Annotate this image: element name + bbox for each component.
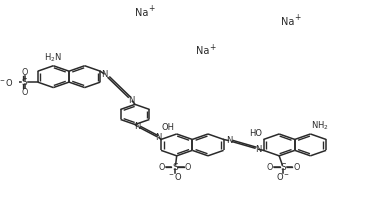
Text: S: S [280, 163, 286, 172]
Text: +: + [149, 4, 155, 13]
Text: +: + [294, 13, 301, 22]
Text: Na: Na [196, 46, 209, 56]
Text: +: + [209, 43, 216, 52]
Text: HO: HO [249, 129, 262, 138]
Text: OH: OH [162, 123, 175, 132]
Text: O: O [21, 68, 28, 76]
Text: O: O [185, 163, 191, 172]
Text: N: N [134, 122, 141, 131]
Text: O: O [267, 163, 273, 172]
Text: N: N [101, 70, 108, 79]
Text: Na: Na [281, 17, 295, 27]
Text: $^-$O: $^-$O [167, 171, 183, 182]
Text: O: O [21, 88, 28, 97]
Text: NH$_2$: NH$_2$ [311, 120, 329, 132]
Text: N: N [155, 133, 162, 142]
Text: O: O [158, 163, 165, 172]
Text: N: N [128, 96, 135, 105]
Text: O: O [293, 163, 300, 172]
Text: S: S [22, 78, 27, 87]
Text: O$^-$: O$^-$ [276, 171, 290, 182]
Text: H$_2$N: H$_2$N [44, 51, 62, 64]
Text: N: N [255, 144, 261, 154]
Text: $^-$O: $^-$O [0, 77, 13, 88]
Text: Na: Na [135, 8, 149, 18]
Text: S: S [172, 163, 178, 172]
Text: N: N [226, 136, 232, 145]
